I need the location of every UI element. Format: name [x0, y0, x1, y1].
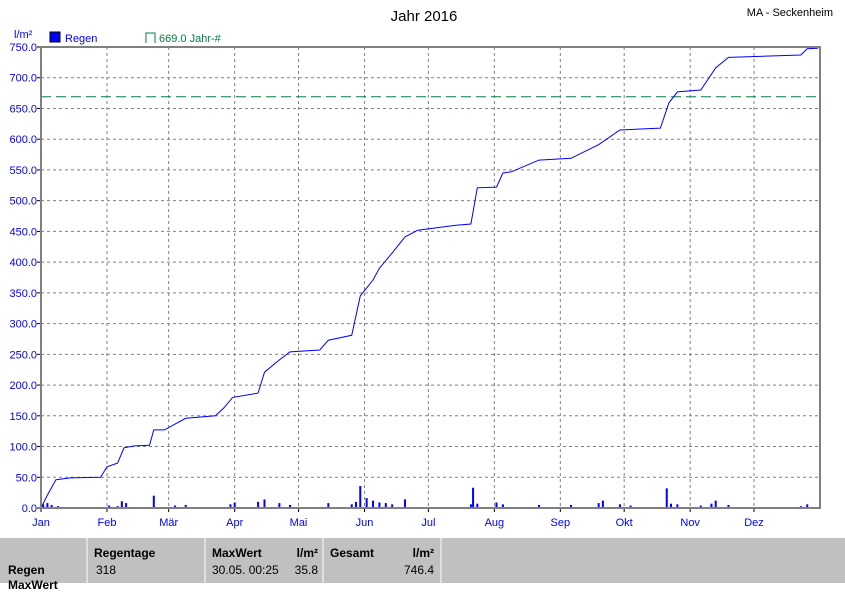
- daily-rain-bar: [601, 500, 604, 508]
- daily-rain-bar: [257, 501, 260, 508]
- daily-rain-bar: [174, 505, 177, 508]
- maxwert-unit: l/m²: [296, 546, 318, 560]
- daily-rain-bar: [355, 501, 358, 508]
- plot-frame: [40, 46, 821, 509]
- daily-rain-bar: [46, 503, 49, 508]
- maxwert-date: 30.05. 00:25: [212, 563, 279, 577]
- daily-rain-bar: [229, 504, 232, 508]
- maxwert-header: MaxWert: [212, 546, 262, 560]
- daily-rain-bar: [359, 485, 362, 508]
- daily-rain-bar: [569, 504, 572, 508]
- y-tick-label: 650.0: [9, 103, 37, 115]
- daily-rain-bar: [50, 504, 53, 508]
- x-tick-label: Feb: [97, 517, 116, 529]
- legend-regen-swatch: [49, 31, 61, 43]
- daily-rain-bar: [403, 499, 406, 508]
- legend-regen-label: Regen: [65, 33, 97, 45]
- daily-rain-bar: [501, 504, 504, 508]
- daily-rain-bar: [152, 495, 155, 508]
- x-tick-label: Mär: [159, 517, 178, 529]
- daily-rain-bar: [699, 505, 702, 508]
- daily-rain-bar: [125, 503, 128, 508]
- y-tick-label: 250.0: [9, 349, 37, 361]
- y-tick-label: 550.0: [9, 165, 37, 177]
- y-axis-unit: l/m²: [14, 29, 33, 41]
- daily-rain-bar: [365, 498, 368, 508]
- daily-rain-bar: [806, 504, 809, 508]
- daily-rain-bar: [184, 504, 187, 508]
- legend-average-label: 669.0 Jahr-#: [159, 33, 222, 45]
- y-tick-label: 0.0: [22, 503, 37, 515]
- y-tick-label: 500.0: [9, 196, 37, 208]
- y-tick-label: 400.0: [9, 257, 37, 269]
- regentage-header: Regentage: [94, 546, 156, 560]
- daily-rain-bar: [350, 504, 353, 508]
- x-tick-label: Jun: [356, 517, 374, 529]
- daily-rain-bar: [384, 503, 387, 508]
- regentage-value: 318: [96, 563, 117, 577]
- daily-rain-bar: [597, 503, 600, 508]
- rain-chart: Jahr 2016 MA - Seckenheim l/m² Regen 669…: [9, 7, 833, 529]
- y-tick-label: 300.0: [9, 319, 37, 331]
- y-tick-label: 450.0: [9, 226, 37, 238]
- daily-rain-bar: [495, 502, 498, 508]
- daily-rain-bar: [327, 503, 330, 508]
- daily-rain-bar: [278, 503, 281, 508]
- chart-title: Jahr 2016: [391, 8, 458, 25]
- station-label: MA - Seckenheim: [747, 7, 833, 19]
- daily-rain-bar: [378, 502, 381, 508]
- x-tick-label: Nov: [680, 517, 700, 529]
- x-tick-label: Sep: [551, 517, 571, 529]
- gesamt-header: Gesamt: [330, 546, 375, 560]
- daily-rain-bar: [538, 504, 541, 508]
- row-label-maxwert: MaxWert: [8, 578, 58, 592]
- daily-rain-bar: [714, 500, 717, 508]
- cumulative-rain-line: [40, 47, 818, 509]
- row-label-regen: Regen: [8, 563, 45, 577]
- daily-rain-bar: [372, 500, 375, 508]
- x-tick-label: Dez: [744, 517, 764, 529]
- y-tick-label: 750.0: [9, 42, 37, 54]
- gesamt-value: 746.4: [403, 563, 434, 577]
- x-tick-label: Jul: [421, 517, 435, 529]
- daily-rain-bar: [670, 503, 673, 508]
- summary-panel: Regen MaxWert Regentage 318 MaxWert l/m²…: [0, 538, 845, 592]
- y-tick-label: 700.0: [9, 73, 37, 85]
- daily-rain-bar: [472, 487, 475, 508]
- daily-rain-bar: [469, 504, 472, 508]
- daily-rain-bar: [710, 503, 713, 508]
- daily-rain-bar: [629, 505, 632, 508]
- daily-rain-bar: [476, 503, 479, 508]
- y-tick-label: 100.0: [9, 442, 37, 454]
- legend-average-icon: [145, 32, 156, 43]
- daily-rain-bar: [727, 504, 730, 508]
- x-tick-label: Mai: [290, 517, 308, 529]
- daily-rain-bar: [676, 504, 679, 508]
- daily-rain-bar: [233, 502, 236, 508]
- x-tick-label: Apr: [226, 517, 243, 529]
- daily-rain-bar: [618, 504, 621, 508]
- daily-rain-bar: [120, 501, 123, 508]
- daily-rain-bar: [665, 488, 668, 508]
- y-tick-label: 600.0: [9, 134, 37, 146]
- daily-rain-bar: [108, 505, 111, 508]
- x-tick-label: Aug: [485, 517, 505, 529]
- y-tick-label: 150.0: [9, 411, 37, 423]
- maxwert-value: 35.8: [294, 563, 318, 577]
- daily-rain-bar: [42, 504, 45, 508]
- daily-rain-bar: [289, 504, 292, 508]
- daily-rain-bar: [263, 499, 266, 508]
- daily-rain-bar: [391, 504, 394, 508]
- x-tick-label: Jan: [32, 517, 50, 529]
- x-tick-label: Okt: [616, 517, 633, 529]
- y-tick-label: 350.0: [9, 288, 37, 300]
- gesamt-unit: l/m²: [412, 546, 434, 560]
- y-tick-label: 200.0: [9, 380, 37, 392]
- y-tick-label: 50.0: [16, 472, 37, 484]
